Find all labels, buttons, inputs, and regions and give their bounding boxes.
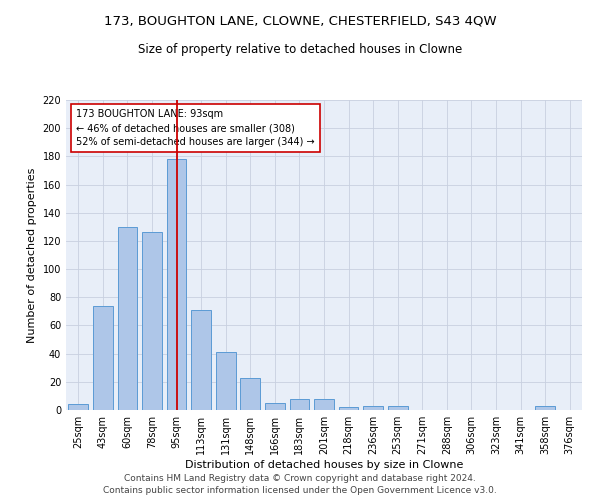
Text: 173, BOUGHTON LANE, CLOWNE, CHESTERFIELD, S43 4QW: 173, BOUGHTON LANE, CLOWNE, CHESTERFIELD… <box>104 15 496 28</box>
Text: 173 BOUGHTON LANE: 93sqm
← 46% of detached houses are smaller (308)
52% of semi-: 173 BOUGHTON LANE: 93sqm ← 46% of detach… <box>76 110 315 148</box>
Bar <box>167 159 187 410</box>
Bar <box>314 398 334 410</box>
Bar <box>93 306 113 410</box>
Bar <box>265 403 284 410</box>
Text: Size of property relative to detached houses in Clowne: Size of property relative to detached ho… <box>138 42 462 56</box>
Y-axis label: Number of detached properties: Number of detached properties <box>27 168 37 342</box>
Bar <box>241 378 260 410</box>
Bar <box>290 398 309 410</box>
Bar <box>118 227 137 410</box>
Bar <box>339 407 358 410</box>
Bar <box>535 406 555 410</box>
Bar <box>191 310 211 410</box>
X-axis label: Distribution of detached houses by size in Clowne: Distribution of detached houses by size … <box>185 460 463 470</box>
Bar <box>142 232 162 410</box>
Bar <box>388 406 407 410</box>
Bar <box>364 406 383 410</box>
Bar <box>216 352 236 410</box>
Text: Contains HM Land Registry data © Crown copyright and database right 2024.
Contai: Contains HM Land Registry data © Crown c… <box>103 474 497 495</box>
Bar <box>68 404 88 410</box>
